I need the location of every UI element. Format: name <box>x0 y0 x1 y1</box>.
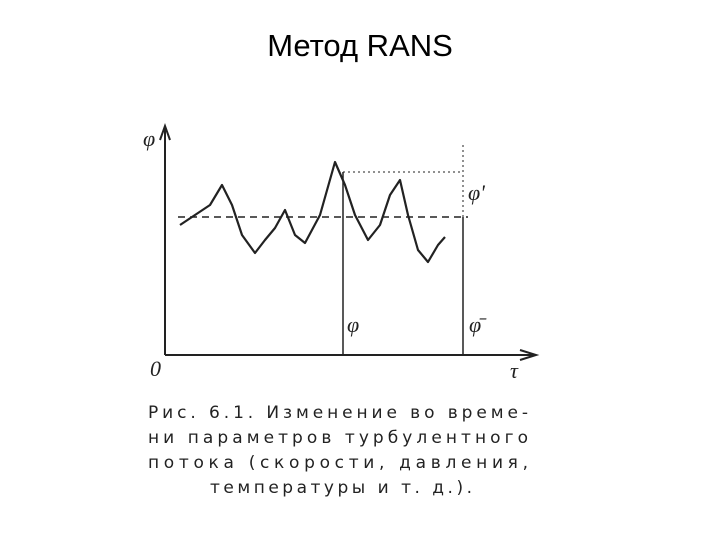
caption-line: потока (скорости, давления, <box>148 453 528 473</box>
caption-line: ни параметров турбулентного <box>148 428 528 448</box>
origin-label: 0 <box>150 356 161 381</box>
y-axis-label: φ <box>143 126 155 151</box>
y-arrow <box>159 123 171 141</box>
slide-title: Метод RANS <box>267 28 453 63</box>
fluctuation-label: φ' <box>468 180 485 205</box>
caption-line: температуры и т. д.). <box>210 478 472 498</box>
figure <box>159 123 540 361</box>
mean-label: φ̄ <box>469 312 487 337</box>
instant-label: φ <box>347 312 359 337</box>
caption-line: Рис. 6.1. Изменение во време- <box>148 403 528 423</box>
signal-curve <box>179 160 446 264</box>
x-axis-label: τ <box>510 358 519 383</box>
x-arrow <box>519 349 540 361</box>
